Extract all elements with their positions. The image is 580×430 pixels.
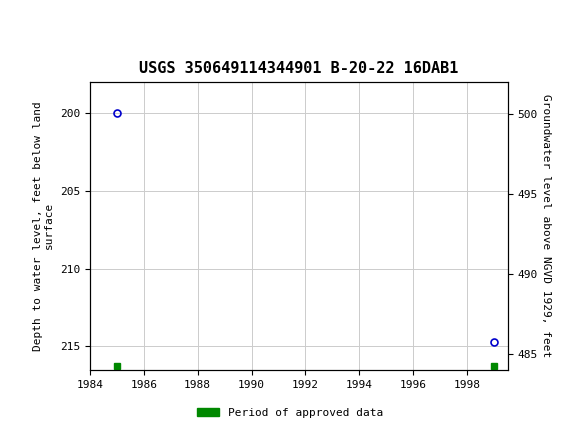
Legend: Period of approved data: Period of approved data — [193, 403, 387, 422]
Text: ≋USGS: ≋USGS — [3, 10, 61, 29]
Y-axis label: Depth to water level, feet below land
surface: Depth to water level, feet below land su… — [33, 101, 55, 350]
Y-axis label: Groundwater level above NGVD 1929, feet: Groundwater level above NGVD 1929, feet — [541, 94, 552, 357]
Title: USGS 350649114344901 B-20-22 16DAB1: USGS 350649114344901 B-20-22 16DAB1 — [139, 61, 458, 77]
Bar — [0, 0, 90, 39]
